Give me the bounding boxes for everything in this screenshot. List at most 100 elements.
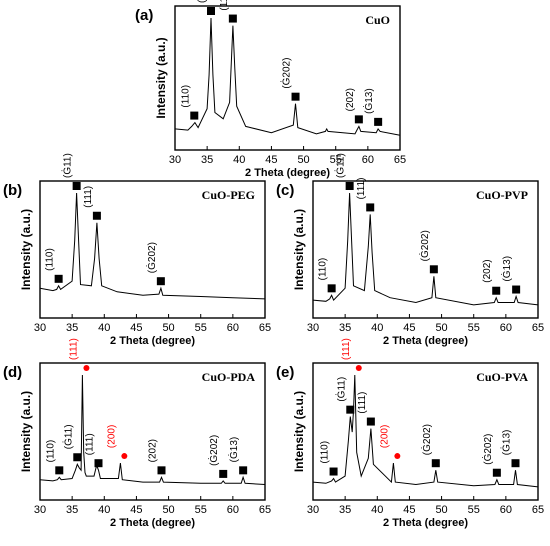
peak-marker-square bbox=[228, 14, 237, 23]
peak-marker-square bbox=[190, 111, 199, 120]
peak-label: (110) bbox=[320, 441, 331, 464]
peak-marker-square bbox=[366, 417, 375, 426]
x-tick-label: 35 bbox=[201, 154, 213, 166]
peak-label: (200) bbox=[379, 425, 390, 448]
x-tick-label: 50 bbox=[162, 322, 174, 334]
x-tick-label: 50 bbox=[435, 322, 447, 334]
peak-label: (202) bbox=[345, 88, 356, 111]
peak-marker-square bbox=[354, 115, 363, 124]
peak-marker-square bbox=[72, 182, 81, 190]
peak-label: (Ġ11) bbox=[334, 153, 347, 178]
plot-frame bbox=[312, 180, 539, 319]
peak-label: (111) bbox=[83, 186, 94, 208]
peak-marker-square bbox=[329, 467, 338, 476]
panel-title: CuO-PVP bbox=[476, 188, 528, 202]
x-tick-label: 65 bbox=[259, 322, 271, 334]
x-tick-label: 30 bbox=[307, 504, 319, 516]
x-tick-label: 35 bbox=[66, 322, 78, 334]
peak-label: (Ġ11) bbox=[334, 377, 347, 402]
peak-label: (Ġ13) bbox=[500, 430, 513, 456]
peak-label: (Ġ202) bbox=[207, 435, 220, 466]
x-tick-label: 30 bbox=[34, 322, 46, 334]
panel-title: CuO-PDA bbox=[202, 370, 256, 384]
x-tick-label: 55 bbox=[330, 154, 342, 166]
xrd-pattern-line bbox=[312, 374, 539, 488]
peak-label: (Ġ11) bbox=[61, 424, 74, 449]
peak-marker-square bbox=[431, 459, 440, 468]
y-axis-label: Intensity (a.u.) bbox=[19, 209, 33, 290]
xrd-pattern-line bbox=[174, 17, 401, 136]
xrd-pattern-line bbox=[39, 374, 266, 485]
x-tick-label: 50 bbox=[297, 154, 309, 166]
peak-label: (111) bbox=[356, 178, 367, 200]
x-tick-label: 40 bbox=[371, 504, 383, 516]
peak-marker-circle bbox=[83, 365, 90, 371]
x-tick-label: 45 bbox=[130, 322, 142, 334]
peak-label: (Ġ202) bbox=[418, 230, 431, 261]
peak-marker-square bbox=[219, 469, 228, 478]
x-axis-label: 2 Theta (degree) bbox=[110, 517, 195, 529]
xrd-pattern-line bbox=[312, 192, 539, 306]
y-axis-label: Intensity (a.u.) bbox=[19, 391, 33, 472]
panel-label: (c) bbox=[276, 182, 294, 199]
y-axis-label: Intensity (a.u.) bbox=[154, 37, 168, 118]
peak-marker-square bbox=[157, 466, 166, 475]
panel-title: CuO-PVA bbox=[476, 370, 528, 384]
panel-a: 30 35 40 45 50 55 60 65 2 Theta (degree) Intensit… bbox=[135, 0, 406, 179]
x-tick-label: 60 bbox=[227, 504, 239, 516]
peak-marker-square bbox=[156, 277, 165, 286]
x-tick-label: 65 bbox=[532, 322, 544, 334]
peak-label: (111) bbox=[219, 0, 230, 11]
plot-frame bbox=[39, 180, 266, 319]
peak-marker-circle bbox=[355, 365, 362, 371]
peak-label: (Ġ202) bbox=[145, 242, 158, 273]
peak-label: (Ġ13) bbox=[362, 88, 375, 114]
peak-label: (Ġ11) bbox=[195, 0, 208, 3]
peak-marker-square bbox=[239, 466, 248, 475]
x-tick-label: 60 bbox=[500, 504, 512, 516]
x-tick-label: 45 bbox=[265, 154, 277, 166]
x-tick-label: 65 bbox=[394, 154, 406, 166]
x-tick-label: 45 bbox=[130, 504, 142, 516]
peak-label: (Ġ11) bbox=[61, 153, 74, 178]
panel-label: (b) bbox=[3, 182, 22, 199]
x-tick-label: 65 bbox=[532, 504, 544, 516]
x-tick-label: 30 bbox=[169, 154, 181, 166]
peak-label: (111) bbox=[341, 338, 352, 360]
x-tick-label: 50 bbox=[162, 504, 174, 516]
peak-label: (110) bbox=[318, 258, 329, 281]
x-tick-label: 35 bbox=[339, 322, 351, 334]
panel-title: CuO bbox=[365, 13, 390, 27]
peak-label: (Ġ202) bbox=[420, 424, 433, 455]
peak-label: (111) bbox=[357, 392, 368, 414]
plot-frame bbox=[312, 362, 539, 501]
plot-frame bbox=[39, 362, 266, 501]
x-tick-label: 50 bbox=[435, 504, 447, 516]
x-axis-label: 2 Theta (degree) bbox=[383, 335, 468, 347]
peak-label: (110) bbox=[45, 248, 56, 271]
x-tick-label: 35 bbox=[66, 504, 78, 516]
x-tick-label: 55 bbox=[468, 322, 480, 334]
peak-marker-square bbox=[511, 459, 520, 468]
x-tick-label: 60 bbox=[500, 322, 512, 334]
x-tick-label: 60 bbox=[227, 322, 239, 334]
x-tick-label: 40 bbox=[233, 154, 245, 166]
peak-marker-square bbox=[54, 274, 63, 283]
x-tick-label: 65 bbox=[259, 504, 271, 516]
panel-b: 30 35 40 45 50 55 60 65 2 Theta (degree) Intensit… bbox=[3, 153, 271, 347]
peak-marker-square bbox=[492, 286, 501, 295]
x-axis-label: 2 Theta (degree) bbox=[383, 517, 468, 529]
peak-marker-square bbox=[512, 285, 521, 294]
peak-marker-square bbox=[291, 92, 300, 101]
panel-label: (d) bbox=[3, 364, 22, 381]
peak-label: (200) bbox=[106, 425, 117, 448]
x-tick-label: 30 bbox=[34, 504, 46, 516]
peak-marker-square bbox=[327, 284, 336, 293]
x-tick-label: 55 bbox=[195, 322, 207, 334]
x-tick-label: 40 bbox=[98, 322, 110, 334]
x-tick-label: 40 bbox=[371, 322, 383, 334]
x-axis-label: 2 Theta (degree) bbox=[110, 335, 195, 347]
x-tick-label: 60 bbox=[362, 154, 374, 166]
peak-label: (110) bbox=[180, 85, 191, 108]
